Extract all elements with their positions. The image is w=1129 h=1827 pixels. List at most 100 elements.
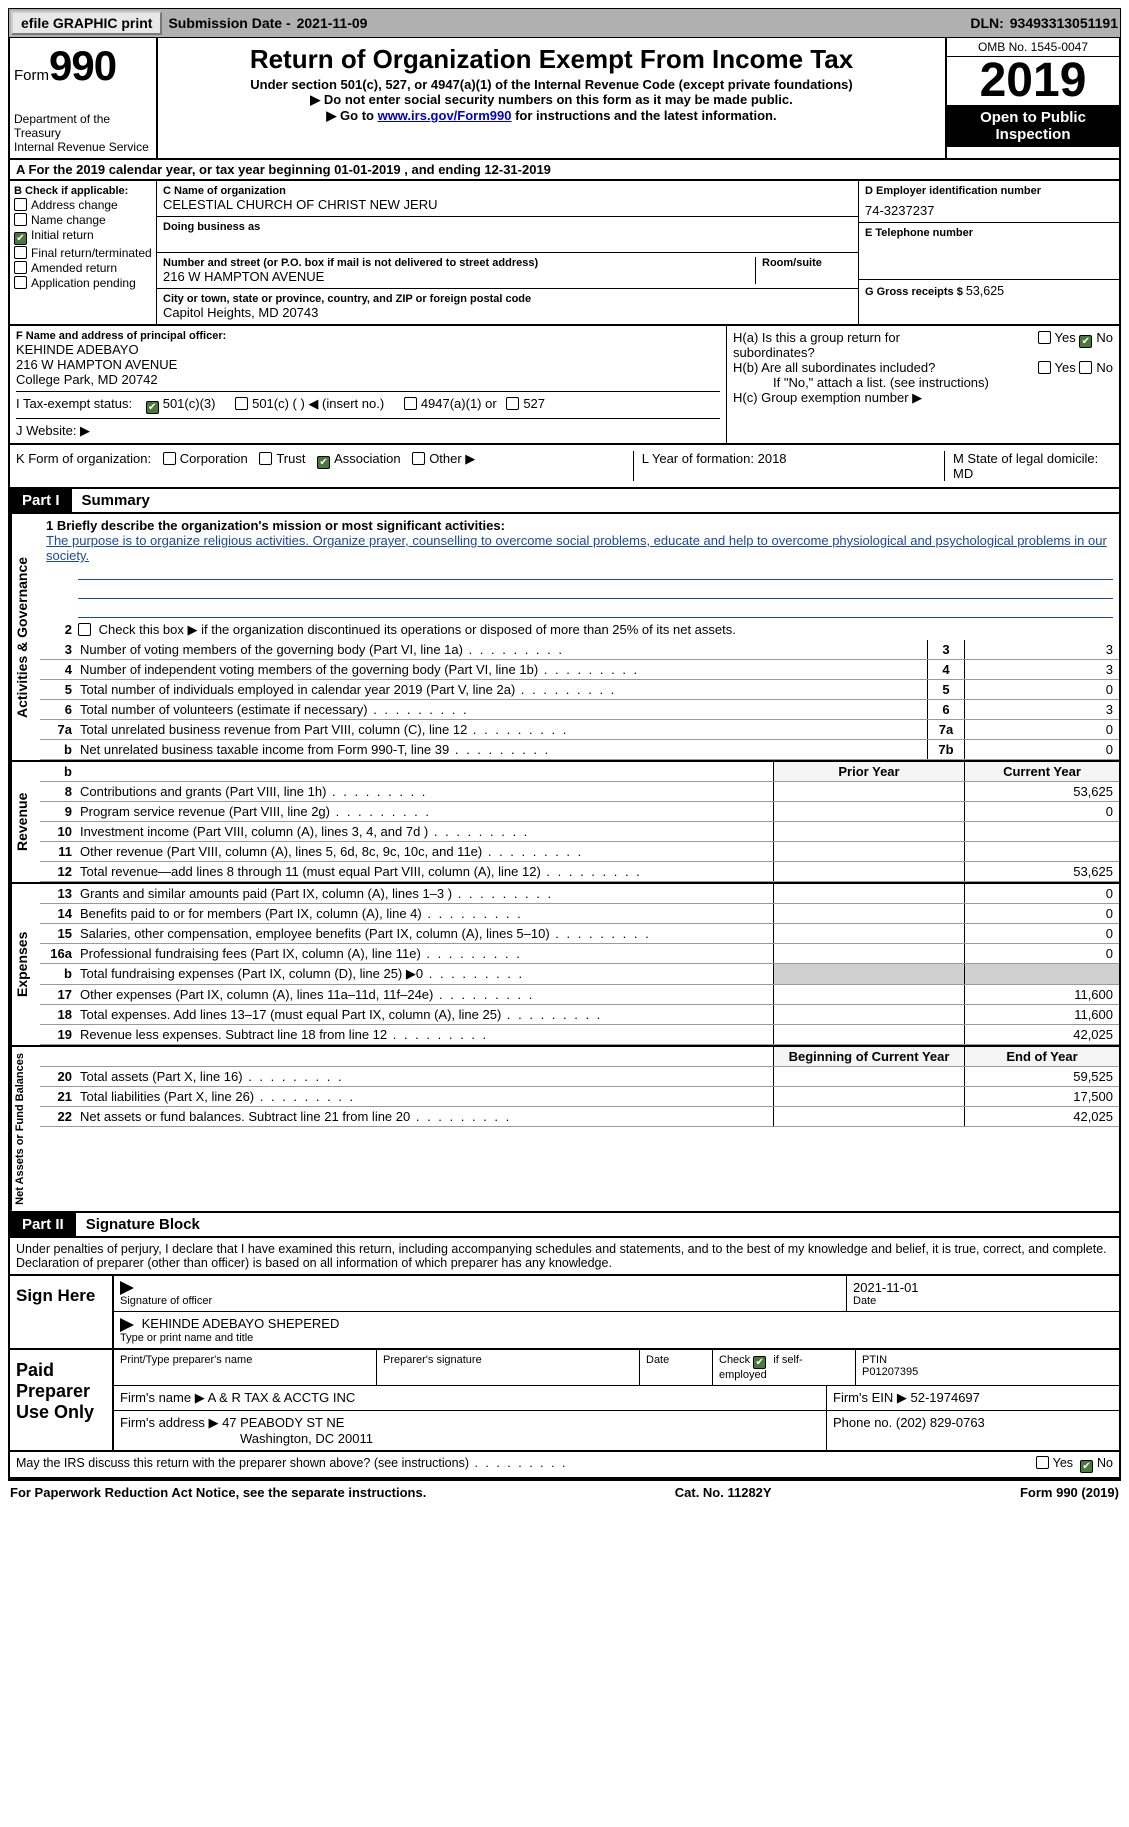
line-num: 8 — [40, 782, 76, 801]
summary-row: 4Number of independent voting members of… — [40, 660, 1119, 680]
box-b-header: B Check if applicable: — [14, 185, 152, 197]
hb-note: If "No," attach a list. (see instruction… — [733, 375, 1113, 390]
k-corp[interactable]: Corporation — [163, 451, 248, 466]
ptin-label: PTIN — [862, 1354, 1113, 1366]
current-year-cell: 11,600 — [964, 985, 1119, 1004]
line-num: 22 — [40, 1107, 76, 1126]
officer-name-label: Type or print name and title — [120, 1332, 1113, 1344]
chk-amended[interactable]: Amended return — [14, 261, 152, 275]
summary-row: bTotal fundraising expenses (Part IX, co… — [40, 964, 1119, 985]
current-year-cell: 53,625 — [964, 782, 1119, 801]
line-box: 6 — [927, 700, 964, 719]
k-assoc[interactable]: Association — [317, 451, 400, 466]
l-year: L Year of formation: 2018 — [633, 451, 787, 481]
efile-button[interactable]: efile GRAPHIC print — [11, 11, 162, 35]
discuss-text: May the IRS discuss this return with the… — [16, 1456, 568, 1473]
sig-officer-label: Signature of officer — [120, 1295, 840, 1307]
firm-ein: 52-1974697 — [910, 1390, 979, 1405]
pra-notice: For Paperwork Reduction Act Notice, see … — [10, 1485, 426, 1500]
paid-preparer-label: Paid Preparer Use Only — [10, 1350, 114, 1450]
line-label: Other expenses (Part IX, column (A), lin… — [76, 985, 773, 1004]
line-num: 4 — [40, 660, 76, 679]
f-officer-addr1: 216 W HAMPTON AVENUE — [16, 357, 720, 372]
summary-row: 12Total revenue—add lines 8 through 11 (… — [40, 862, 1119, 882]
chk-address[interactable]: Address change — [14, 198, 152, 212]
summary-row: 9Program service revenue (Part VIII, lin… — [40, 802, 1119, 822]
hb-yes[interactable]: Yes — [1038, 360, 1076, 375]
chk-final[interactable]: Final return/terminated — [14, 246, 152, 260]
ha-no[interactable]: No — [1079, 330, 1113, 345]
discuss-no[interactable]: No — [1080, 1456, 1113, 1470]
c-room-label: Room/suite — [762, 257, 852, 269]
summary-row: 20Total assets (Part X, line 16)59,525 — [40, 1067, 1119, 1087]
firm-addr1: 47 PEABODY ST NE — [222, 1415, 344, 1430]
chk-527[interactable]: 527 — [506, 396, 545, 411]
row-j-website: J Website: ▶ — [16, 418, 720, 439]
part1-tag: Part I — [10, 489, 72, 512]
line-box: 3 — [927, 640, 964, 659]
sign-date-label: Date — [853, 1295, 1113, 1307]
e-phone-label: E Telephone number — [865, 227, 1113, 239]
summary-row: 17Other expenses (Part IX, column (A), l… — [40, 985, 1119, 1005]
chk-4947[interactable]: 4947(a)(1) or — [404, 396, 497, 411]
arrow-icon — [120, 1281, 134, 1295]
section-revenue: Revenue b Prior Year Current Year 8Contr… — [8, 762, 1121, 884]
line-num: 17 — [40, 985, 76, 1004]
d-ein-label: D Employer identification number — [865, 185, 1113, 197]
hb-no[interactable]: No — [1079, 360, 1113, 375]
line-label: Investment income (Part VIII, column (A)… — [76, 822, 773, 841]
header-grid: B Check if applicable: Address change Na… — [8, 181, 1121, 326]
blank-line — [78, 601, 1113, 618]
current-year-cell: 0 — [964, 884, 1119, 903]
current-year-cell — [964, 964, 1119, 984]
irs-link[interactable]: www.irs.gov/Form990 — [378, 108, 512, 123]
firm-name: A & R TAX & ACCTG INC — [208, 1390, 356, 1405]
line-label: Total fundraising expenses (Part IX, col… — [76, 964, 773, 984]
discuss-yes[interactable]: Yes — [1036, 1456, 1073, 1470]
line-num: 3 — [40, 640, 76, 659]
current-year-cell: 0 — [964, 924, 1119, 943]
line-num: 7a — [40, 720, 76, 739]
line-num: b — [40, 740, 76, 759]
col-prior-year: Prior Year — [773, 762, 964, 781]
line-num: 16a — [40, 944, 76, 963]
prep-sig-label: Preparer's signature — [377, 1350, 640, 1385]
chk-application[interactable]: Application pending — [14, 276, 152, 290]
ha-yes[interactable]: Yes — [1038, 330, 1076, 345]
k-trust[interactable]: Trust — [259, 451, 305, 466]
self-emp-check[interactable] — [753, 1354, 770, 1366]
sign-here-block: Sign Here Signature of officer 2021-11-0… — [8, 1276, 1121, 1350]
chk-501c[interactable]: 501(c) ( ) ◀ (insert no.) — [235, 396, 384, 411]
firm-phone-label: Phone no. — [833, 1415, 896, 1430]
line-label: Professional fundraising fees (Part IX, … — [76, 944, 773, 963]
current-year-cell: 59,525 — [964, 1067, 1119, 1086]
line-num: 13 — [40, 884, 76, 903]
chk-initial[interactable]: Initial return — [14, 228, 152, 245]
paid-preparer-block: Paid Preparer Use Only Print/Type prepar… — [8, 1350, 1121, 1452]
line-label: Total liabilities (Part X, line 26) — [76, 1087, 773, 1106]
line-label: Number of independent voting members of … — [76, 660, 927, 679]
k-other[interactable]: Other ▶ — [412, 451, 475, 466]
prior-year-cell — [773, 1107, 964, 1126]
part2-header: Part II Signature Block — [8, 1213, 1121, 1238]
line-label: Total number of individuals employed in … — [76, 680, 927, 699]
line-num: 5 — [40, 680, 76, 699]
chk-name[interactable]: Name change — [14, 213, 152, 227]
section-net-assets: Net Assets or Fund Balances Beginning of… — [8, 1047, 1121, 1213]
vtab-expenses: Expenses — [10, 884, 40, 1045]
summary-row: 5Total number of individuals employed in… — [40, 680, 1119, 700]
summary-row: 18Total expenses. Add lines 13–17 (must … — [40, 1005, 1119, 1025]
prior-year-cell — [773, 904, 964, 923]
f-officer-name: KEHINDE ADEBAYO — [16, 342, 720, 357]
arrow-icon — [120, 1318, 134, 1332]
line-label: Number of voting members of the governin… — [76, 640, 927, 659]
prior-year-cell — [773, 924, 964, 943]
line-label: Net unrelated business taxable income fr… — [76, 740, 927, 759]
line-num: 9 — [40, 802, 76, 821]
open-inspection: Open to Public Inspection — [947, 105, 1119, 147]
c-name-label: C Name of organization — [163, 185, 852, 197]
prior-year-cell — [773, 862, 964, 881]
col-eoy: End of Year — [964, 1047, 1119, 1066]
form-ref: Form 990 (2019) — [1020, 1485, 1119, 1500]
chk-501c3[interactable]: 501(c)(3) — [146, 396, 216, 411]
